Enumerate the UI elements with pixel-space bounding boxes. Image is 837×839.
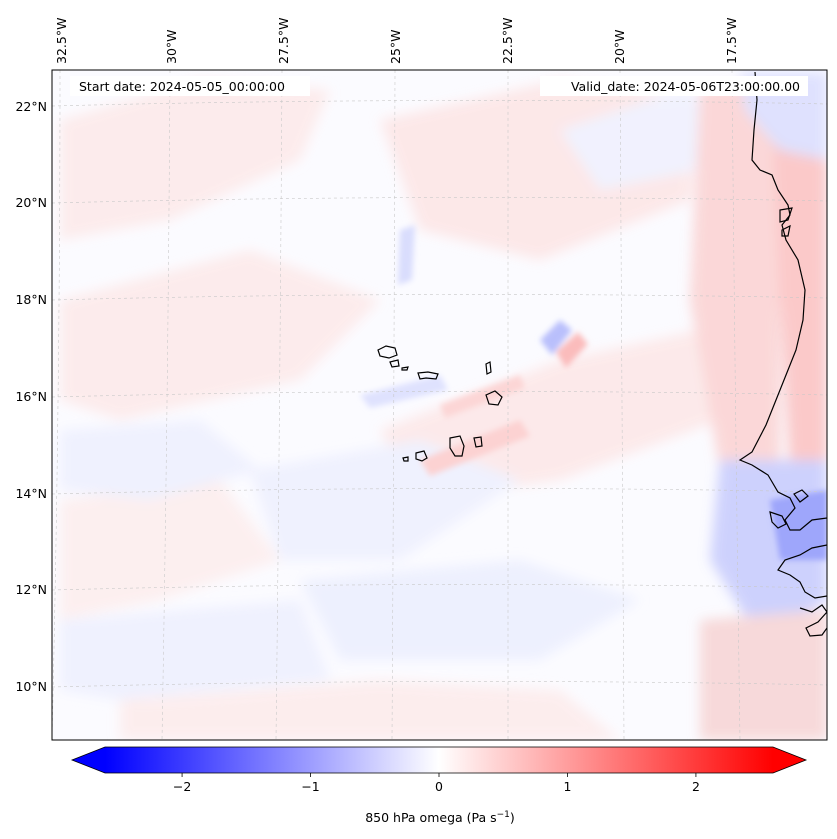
valid-date-box bbox=[540, 76, 808, 96]
colorbar-tick-label: 2 bbox=[692, 779, 700, 794]
lon-label-30w: 30°W bbox=[164, 29, 179, 64]
lat-label-14n: 14°N bbox=[15, 486, 47, 501]
start-date-box bbox=[70, 76, 310, 96]
colorbar: −2 −1 0 1 2 850 hPa omega (Pa s−1) bbox=[70, 746, 808, 825]
omega-field: Start date: 2024-05-05_00:00:00 Valid_da… bbox=[52, 70, 827, 740]
colorbar-ticks: −2 −1 0 1 2 bbox=[173, 773, 700, 794]
lat-label-10n: 10°N bbox=[15, 679, 47, 694]
latitude-labels: 22°N 20°N 18°N 16°N 14°N 12°N 10°N bbox=[15, 99, 47, 694]
colorbar-tick-label: −1 bbox=[301, 779, 319, 794]
lon-label-27-5w: 27.5°W bbox=[276, 18, 291, 64]
lat-label-22n: 22°N bbox=[15, 99, 47, 114]
colorbar-tick-label: 0 bbox=[435, 779, 443, 794]
map-frame bbox=[51, 69, 828, 741]
lon-label-20w: 20°W bbox=[612, 29, 627, 64]
colorbar-gradient bbox=[105, 747, 773, 773]
coastline bbox=[738, 71, 827, 637]
longitude-labels: 32.5°W 30°W 27.5°W 25°W 22.5°W 20°W 17.5… bbox=[54, 18, 739, 64]
start-date-label: Start date: 2024-05-05_00:00:00 bbox=[79, 79, 285, 94]
colorbar-title: 850 hPa omega (Pa s−1) bbox=[365, 810, 515, 825]
colorbar-tick-label: −2 bbox=[173, 779, 191, 794]
lat-label-20n: 20°N bbox=[15, 195, 47, 210]
graticule bbox=[52, 70, 827, 740]
valid-date-label: Valid_date: 2024-05-06T23:00:00.00 bbox=[571, 79, 800, 94]
lon-label-25w: 25°W bbox=[388, 29, 403, 64]
colorbar-outline bbox=[70, 746, 808, 774]
colorbar-tick-label: 1 bbox=[563, 779, 571, 794]
colorbar-low-extend bbox=[72, 747, 105, 773]
lon-label-22-5w: 22.5°W bbox=[500, 18, 515, 64]
lat-label-12n: 12°N bbox=[15, 582, 47, 597]
cape-verde-islands bbox=[377, 345, 503, 462]
lat-label-18n: 18°N bbox=[15, 292, 47, 307]
lon-label-32-5w: 32.5°W bbox=[54, 18, 69, 64]
lat-label-16n: 16°N bbox=[15, 389, 47, 404]
lon-label-17-5w: 17.5°W bbox=[724, 18, 739, 64]
colorbar-high-extend bbox=[773, 747, 806, 773]
